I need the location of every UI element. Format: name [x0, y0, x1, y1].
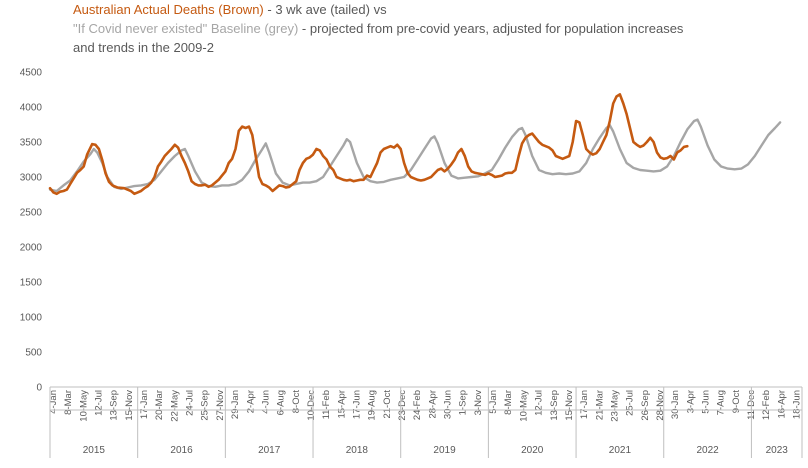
x-tick-label: 13-Sep — [549, 390, 560, 421]
year-label: 2018 — [346, 445, 369, 456]
x-tick-label: 19-Aug — [367, 390, 378, 421]
year-label: 2023 — [766, 445, 789, 456]
x-tick-label: 28-Apr — [427, 390, 438, 419]
title-line-2: "If Covid never existed" Baseline (grey)… — [73, 19, 803, 38]
x-tick-label: 6-Aug — [276, 390, 287, 415]
year-label: 2017 — [258, 445, 281, 456]
title-line-2-rest: - projected from pre-covid years, adjust… — [298, 21, 684, 36]
x-tick-label: 4-Jun — [260, 390, 271, 414]
x-tick-label: 27-Nov — [215, 390, 226, 421]
x-tick-label: 12-Jul — [94, 390, 105, 416]
x-tick-label: 23-May — [609, 390, 620, 422]
x-tick-label: 24-Feb — [412, 390, 423, 420]
y-axis: 0 500 1000 1500 2000 2500 3000 3500 4000 4500 — [20, 68, 43, 394]
x-tick-label: 8-Oct — [291, 390, 302, 414]
y-tick-label: 4000 — [20, 103, 43, 114]
x-tick-label: 16-Apr — [776, 390, 787, 419]
x-tick-label: 12-Feb — [761, 390, 772, 420]
x-tick-label: 15-Apr — [336, 390, 347, 419]
year-label: 2022 — [696, 445, 719, 456]
x-tick-label: 17-Jan — [139, 390, 150, 419]
x-tick-label: 10-May — [78, 390, 89, 422]
x-tick-label: 4-Jan — [48, 390, 59, 414]
x-tick-label: 21-Oct — [382, 390, 393, 419]
x-tick-label: 25-Jul — [625, 390, 636, 416]
x-tick-label: 17-Jun — [351, 390, 362, 419]
x-tick-label: 17-Jan — [579, 390, 590, 419]
title-line-1-rest: - 3 wk ave (tailed) vs — [263, 2, 387, 17]
x-tick-label: 5-Jun — [701, 390, 712, 414]
x-tick-label: 3-Nov — [473, 390, 484, 416]
x-tick-label: 28-Nov — [655, 390, 666, 421]
x-tick-label: 12-Jul — [534, 390, 545, 416]
y-tick-label: 0 — [36, 383, 42, 394]
x-tick-label: 7-Aug — [716, 390, 727, 415]
year-label: 2020 — [521, 445, 544, 456]
x-tick-label: 23-Dec — [397, 390, 408, 421]
year-label: 2021 — [609, 445, 632, 456]
x-tick-label: 15-Nov — [124, 390, 135, 421]
x-tick-label: 2-Apr — [245, 390, 256, 413]
x-tick-label: 11-Feb — [321, 390, 332, 419]
y-tick-label: 4500 — [20, 68, 43, 79]
chart-title: Australian Actual Deaths (Brown) - 3 wk … — [73, 0, 803, 57]
x-tick-label: 20-Mar — [154, 390, 165, 420]
x-tick-label: 15-Nov — [564, 390, 575, 421]
x-tick-label: 8-Mar — [63, 390, 74, 415]
x-tick-label: 18-Jun — [792, 390, 803, 419]
x-tick-label: 8-Mar — [503, 390, 514, 415]
x-tick-label: 5-Jan — [488, 390, 499, 414]
x-tick-label: 25-Sep — [200, 390, 211, 421]
y-tick-label: 500 — [25, 348, 42, 359]
y-tick-label: 2500 — [20, 208, 43, 219]
x-tick-label: 13-Sep — [109, 390, 120, 421]
y-tick-label: 1500 — [20, 278, 43, 289]
x-tick-label: 21-Mar — [594, 390, 605, 420]
x-tick-label: 30-Jun — [443, 390, 454, 419]
x-tick-label: 22-May — [169, 390, 180, 422]
title-actual-label: Australian Actual Deaths (Brown) — [73, 2, 264, 17]
y-tick-label: 3500 — [20, 138, 43, 149]
y-tick-label: 1000 — [20, 313, 43, 324]
y-tick-label: 2000 — [20, 243, 43, 254]
y-tick-label: 3000 — [20, 173, 43, 184]
series-line-actual — [48, 93, 689, 196]
x-tick-label: 29-Jan — [230, 390, 241, 419]
x-tick-label: 10-May — [518, 390, 529, 422]
series-line-baseline — [48, 118, 782, 193]
x-tick-label: 24-Jul — [185, 390, 196, 416]
year-label: 2015 — [83, 445, 106, 456]
title-baseline-label: "If Covid never existed" Baseline (grey) — [73, 21, 299, 36]
series-group — [48, 93, 782, 196]
year-label: 2016 — [170, 445, 193, 456]
x-axis: 4-Jan 8-Mar 10-May 12-Jul 13-Sep 15-Nov 17-Jan… — [48, 386, 803, 458]
x-tick-label: 30-Jan — [670, 390, 681, 419]
x-tick-label: 10-Dec — [306, 390, 317, 421]
title-line-1: Australian Actual Deaths (Brown) - 3 wk … — [73, 0, 803, 19]
title-line-3: and trends in the 2009-2 — [73, 40, 214, 55]
x-tick-label: 3-Apr — [685, 390, 696, 413]
x-tick-label: 1-Sep — [458, 390, 469, 415]
year-label: 2019 — [433, 445, 456, 456]
x-tick-label: 26-Sep — [640, 390, 651, 421]
x-tick-label: 9-Oct — [731, 390, 742, 414]
